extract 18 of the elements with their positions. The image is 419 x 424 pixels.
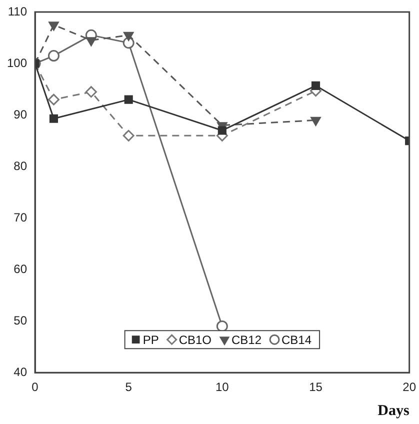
y-tick-label: 70: [14, 210, 28, 224]
legend-label: CB1O: [178, 332, 212, 347]
y-tick-label: 90: [14, 107, 28, 122]
y-tick-label: 110: [8, 4, 28, 18]
y-tick-label: 100: [6, 56, 28, 70]
y-tick-label: 60: [14, 262, 28, 276]
legend-label: CB14: [282, 332, 312, 347]
x-tick-label: 20: [402, 380, 416, 394]
y-tick-label: 40: [14, 364, 28, 379]
x-tick-label: 15: [309, 380, 323, 394]
y-tick-label: 80: [14, 158, 28, 173]
legend-label: CB12: [232, 332, 262, 347]
y-tick-label: 50: [14, 313, 28, 328]
legend-label: PP: [142, 332, 159, 347]
x-tick-label: 0: [32, 380, 39, 394]
x-tick-label: 10: [215, 380, 230, 394]
x-axis-title: Days: [378, 402, 410, 419]
x-tick-label: 5: [125, 380, 132, 394]
